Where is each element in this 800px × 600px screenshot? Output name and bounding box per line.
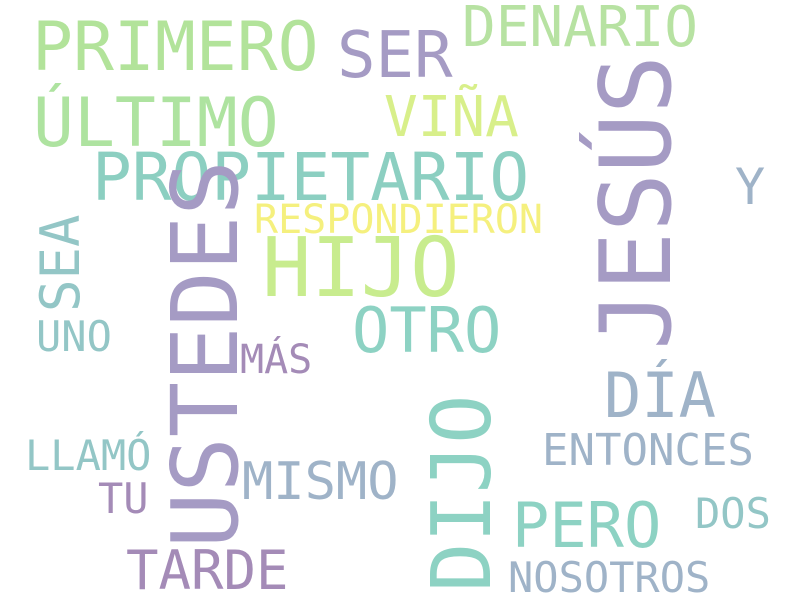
word-tu: TU (98, 474, 149, 523)
word-dijo: DIJO (415, 394, 510, 592)
word-ser: SER (337, 19, 453, 93)
word-nosotros: NOSOTROS (508, 553, 711, 600)
word-hijo: HIJO (262, 221, 460, 316)
word-jesus: JESÚS (580, 54, 694, 350)
word-primero: PRIMERO (32, 8, 319, 87)
word-sea: SEA (29, 214, 92, 312)
word-ustedes: USTEDES (152, 160, 259, 548)
word-propietario: PROPIETARIO (92, 139, 530, 216)
word-llamo: LLAMÓ (25, 431, 152, 480)
word-otro: OTRO (352, 294, 502, 367)
word-vina: VIÑA (384, 85, 519, 150)
word-dos: DOS (695, 489, 771, 538)
word-pero: PERO (512, 489, 662, 562)
word-denario: DENARIO (462, 0, 699, 60)
word-respondieron: RESPONDIERON (254, 197, 543, 243)
word-ultimo: ÚLTIMO (33, 84, 279, 163)
word-uno: UNO (36, 312, 112, 361)
word-dia: DÍA (604, 359, 716, 432)
word-entonces: ENTONCES (542, 425, 754, 476)
word-mismo: MISMO (242, 452, 399, 512)
word-y: Y (735, 158, 766, 216)
word-mas: MÁS (240, 337, 313, 383)
word-tarde: TARDE (126, 539, 289, 600)
